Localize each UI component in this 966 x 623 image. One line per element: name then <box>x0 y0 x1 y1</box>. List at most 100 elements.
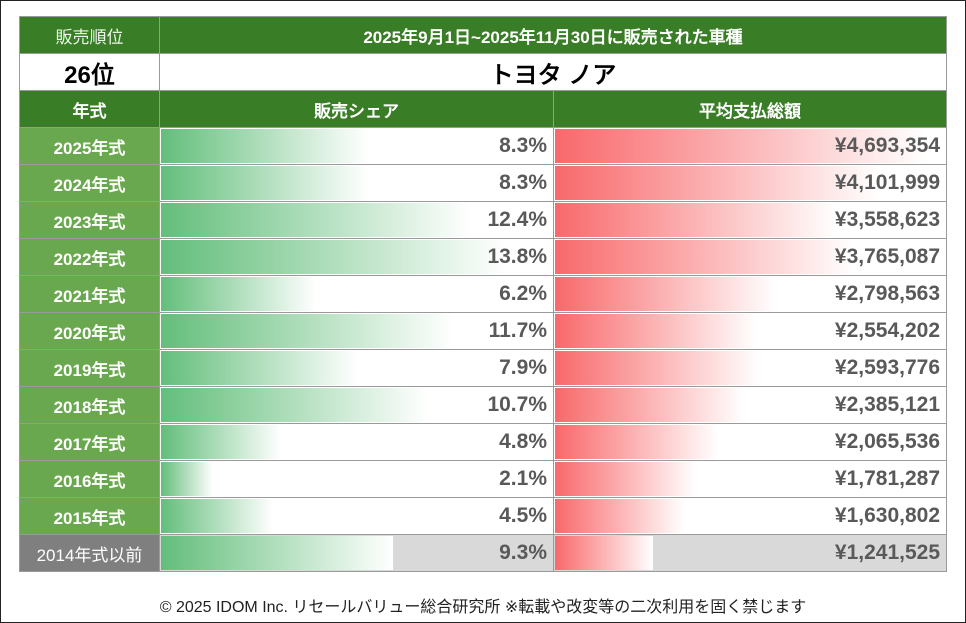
price-value-label: ¥1,630,802 <box>834 504 940 527</box>
share-cell: 4.8% <box>159 423 554 461</box>
rank-value: 26位 <box>19 53 160 91</box>
price-cell: ¥4,693,354 <box>553 127 947 165</box>
price-value-label: ¥2,554,202 <box>834 319 940 342</box>
year-label: 2020年式 <box>19 312 160 350</box>
year-label: 2025年式 <box>19 127 160 165</box>
price-cell: ¥2,385,121 <box>553 386 947 424</box>
share-cell: 4.5% <box>159 497 554 535</box>
share-bar <box>161 314 453 348</box>
share-value-label: 4.8% <box>499 430 547 453</box>
table-row: 2015年式 4.5% ¥1,630,802 <box>19 497 947 535</box>
price-bar <box>555 314 757 348</box>
share-bar <box>161 240 506 274</box>
share-bar <box>161 462 213 496</box>
price-cell: ¥2,593,776 <box>553 349 947 387</box>
share-value-label: 13.8% <box>487 245 547 268</box>
price-bar <box>555 277 776 311</box>
price-cell: ¥3,765,087 <box>553 238 947 276</box>
share-value-label: 6.2% <box>499 282 547 305</box>
price-bar <box>555 499 684 533</box>
copyright-footer: © 2025 IDOM Inc. リセールバリュー総合研究所 ※転載や改変等の二… <box>159 599 807 616</box>
share-bar <box>161 536 393 570</box>
share-value-label: 9.3% <box>499 541 547 564</box>
price-cell: ¥2,798,563 <box>553 275 947 313</box>
share-bar <box>161 129 368 163</box>
share-cell: 11.7% <box>159 312 554 350</box>
price-value-label: ¥2,065,536 <box>834 430 940 453</box>
year-label: 2015年式 <box>19 497 160 535</box>
table-row: 2021年式 6.2% ¥2,798,563 <box>19 275 947 313</box>
price-value-label: ¥3,558,623 <box>834 208 940 231</box>
share-bar <box>161 499 273 533</box>
share-value-label: 7.9% <box>499 356 547 379</box>
share-value-label: 4.5% <box>499 504 547 527</box>
year-label: 2018年式 <box>19 386 160 424</box>
year-label: 2021年式 <box>19 275 160 313</box>
price-bar <box>555 129 926 163</box>
year-label: 2017年式 <box>19 423 160 461</box>
share-value-label: 11.7% <box>488 319 547 342</box>
table-row: 2019年式 7.9% ¥2,593,776 <box>19 349 947 387</box>
share-value-label: 8.3% <box>499 171 547 194</box>
price-bar <box>555 203 837 237</box>
price-value-label: ¥2,385,121 <box>834 393 940 416</box>
table-row: 2023年式 12.4% ¥3,558,623 <box>19 201 947 239</box>
share-value-label: 8.3% <box>499 134 547 157</box>
share-bar <box>161 166 368 200</box>
price-cell: ¥1,630,802 <box>553 497 947 535</box>
price-cell: ¥1,781,287 <box>553 460 947 498</box>
price-cell: ¥4,101,999 <box>553 164 947 202</box>
share-bar <box>161 203 471 237</box>
price-bar <box>555 240 853 274</box>
table-row: 2022年式 13.8% ¥3,765,087 <box>19 238 947 276</box>
year-label: 2016年式 <box>19 460 160 498</box>
table-row: 2025年式 8.3% ¥4,693,354 <box>19 127 947 165</box>
share-cell: 12.4% <box>159 201 554 239</box>
price-bar <box>555 351 760 385</box>
share-bar <box>161 277 316 311</box>
price-value-label: ¥2,593,776 <box>834 356 940 379</box>
price-cell: ¥2,554,202 <box>553 312 947 350</box>
car-row: 26位 トヨタ ノア <box>19 53 947 91</box>
price-cell: ¥1,241,525 <box>553 534 947 572</box>
price-cell: ¥2,065,536 <box>553 423 947 461</box>
column-header-row: 年式 販売シェア 平均支払総額 <box>19 90 947 128</box>
share-value-label: 10.7% <box>487 393 547 416</box>
price-bar <box>555 536 653 570</box>
year-label: 2022年式 <box>19 238 160 276</box>
share-cell: 10.7% <box>159 386 554 424</box>
share-value-label: 2.1% <box>499 467 547 490</box>
col-share-header: 販売シェア <box>159 90 554 128</box>
price-bar <box>555 166 880 200</box>
rank-label: 販売順位 <box>19 16 160 54</box>
year-label: 2024年式 <box>19 164 160 202</box>
title-row: 販売順位 2025年9月1日~2025年11月30日に販売された車種 <box>19 16 947 54</box>
price-value-label: ¥4,693,354 <box>834 134 940 157</box>
price-cell: ¥3,558,623 <box>553 201 947 239</box>
table-row: 2020年式 11.7% ¥2,554,202 <box>19 312 947 350</box>
period-title: 2025年9月1日~2025年11月30日に販売された車種 <box>159 16 947 54</box>
table-row: 2024年式 8.3% ¥4,101,999 <box>19 164 947 202</box>
share-value-label: 12.4% <box>487 208 547 231</box>
share-bar <box>161 388 428 422</box>
year-label: 2014年式以前 <box>19 534 160 572</box>
price-value-label: ¥4,101,999 <box>834 171 940 194</box>
table-row: 2018年式 10.7% ¥2,385,121 <box>19 386 947 424</box>
share-cell: 8.3% <box>159 164 554 202</box>
table-row: 2016年式 2.1% ¥1,781,287 <box>19 460 947 498</box>
year-label: 2023年式 <box>19 201 160 239</box>
price-value-label: ¥1,781,287 <box>834 467 940 490</box>
price-value-label: ¥3,765,087 <box>834 245 940 268</box>
share-cell: 9.3% <box>159 534 554 572</box>
table-row: 2014年式以前 9.3% ¥1,241,525 <box>19 534 947 572</box>
table-row: 2017年式 4.8% ¥2,065,536 <box>19 423 947 461</box>
share-bar <box>161 425 281 459</box>
price-value-label: ¥2,798,563 <box>834 282 940 305</box>
price-bar <box>555 462 696 496</box>
share-cell: 8.3% <box>159 127 554 165</box>
share-cell: 13.8% <box>159 238 554 276</box>
share-cell: 6.2% <box>159 275 554 313</box>
price-bar <box>555 425 718 459</box>
sales-table: 販売順位 2025年9月1日~2025年11月30日に販売された車種 26位 ト… <box>19 16 947 572</box>
car-name: トヨタ ノア <box>159 53 947 91</box>
